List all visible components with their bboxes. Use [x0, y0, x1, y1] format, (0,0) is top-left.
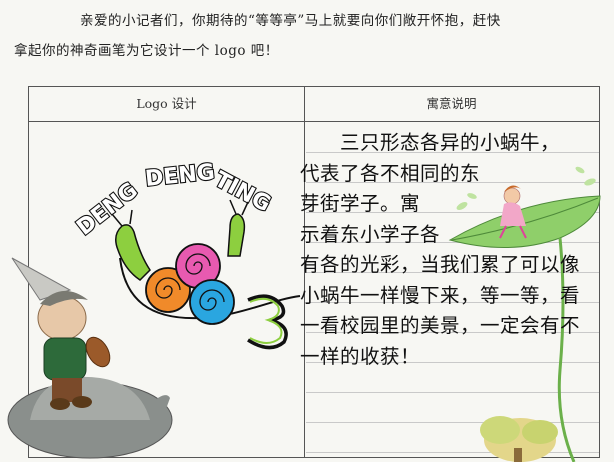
logo-word-2: DENG [144, 160, 216, 192]
meaning-line-7: 一看校园里的美景，一定会有不 [300, 314, 581, 337]
girl-on-leaf-illustration [448, 185, 601, 462]
meaning-text: 三只形态各异的小蜗牛， 代表了各不相同的东 芽街学子。寓 示着东小学子各 有各的… [300, 128, 600, 372]
meaning-line-8: 一样的收获！ [300, 344, 421, 368]
design-table: Logo 设计 寓意说明 [28, 86, 600, 458]
snail-blue-shell [189, 279, 235, 325]
meaning-line-4: 示着东小学子各 [300, 222, 441, 246]
meaning-line-3: 芽街学子。寓 [300, 192, 421, 215]
gnome-illustration [7, 257, 173, 459]
intro-line-1: 亲爱的小记者们，你期待的“等等亭”马上就要向你们敞开怀抱，赶快 [80, 13, 501, 29]
tree-illustration [480, 416, 558, 462]
meaning-line-6: 小蜗牛一样慢下来，等一等，看 [300, 283, 581, 307]
intro-line-2: 拿起你的神奇画笔为它设计一个 logo 吧！ [14, 43, 279, 59]
snail-green-head-1 [115, 224, 151, 281]
meaning-line-5: 有各的光彩，当我们累了可以像 [300, 253, 581, 276]
decorative-leaves [456, 166, 596, 210]
meaning-line-1: 三只形态各异的小蜗牛， [340, 131, 561, 154]
logo-word-3: TING [210, 167, 274, 217]
snail-orange-shell [145, 267, 191, 313]
snail-green-head-2 [227, 213, 246, 257]
meaning-line-2: 代表了各不相同的东 [300, 161, 481, 185]
meaning-header: 寓意说明 [426, 96, 477, 111]
intro-text: 亲爱的小记者们，你期待的“等等亭”马上就要向你们敞开怀抱，赶快 拿起你的神奇画笔… [14, 6, 600, 66]
ruled-lines [306, 123, 599, 457]
header-divider [29, 121, 599, 122]
column-divider [304, 87, 305, 457]
logo-design-header: Logo 设计 [136, 96, 197, 111]
